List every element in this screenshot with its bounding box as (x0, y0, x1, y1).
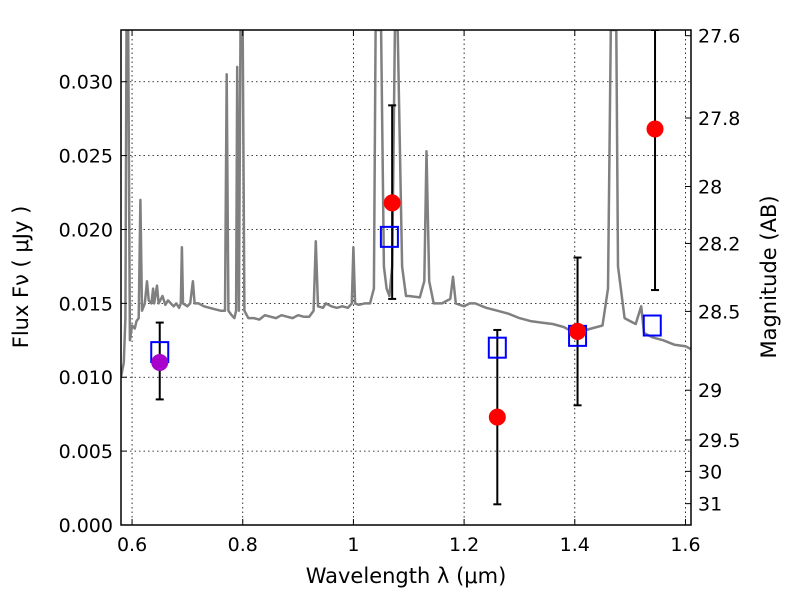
observed-point-2 (569, 322, 587, 340)
grid (121, 30, 691, 526)
y-tick-label-6: 0.030 (59, 72, 113, 94)
model-square-4 (642, 314, 662, 337)
y2-tick-label-6: 29.5 (698, 430, 740, 452)
model-square-2 (487, 336, 507, 359)
spectrum-line (121, 30, 691, 378)
y-tick-label-4: 0.020 (59, 219, 113, 241)
y-axis-label: Flux Fν ( μJy ) (9, 206, 33, 349)
y2-tick-label-4: 28.5 (698, 301, 740, 323)
x-tick-label-4: 1.4 (560, 534, 590, 556)
y2-tick-label-0: 27.6 (698, 26, 740, 48)
observed-point-0 (383, 194, 401, 212)
observed-point-3 (646, 120, 664, 138)
axis-ticks: 0.6 0.8 1 1.2 1.4 1.6 0.000 0.005 0.010 0.015 0.02… (59, 26, 741, 556)
error-bars (155, 30, 660, 506)
y2-tick-label-5: 29 (698, 380, 722, 402)
y2-tick-label-7: 30 (698, 461, 722, 483)
x-tick-label-2: 1 (347, 534, 359, 556)
x-tick-label-5: 1.6 (670, 534, 700, 556)
model-square-1 (379, 225, 399, 248)
y-tick-label-2: 0.010 (59, 367, 113, 389)
y-tick-label-5: 0.025 (59, 146, 113, 168)
x-tick-label-3: 1.2 (449, 534, 479, 556)
observed-photometry-markers (151, 120, 664, 426)
y2-tick-label-8: 31 (698, 494, 722, 516)
x-axis-label: Wavelength λ (μm) (306, 564, 507, 588)
y2-tick-label-3: 28.2 (698, 233, 740, 255)
model-spectrum (121, 30, 691, 378)
observed-point-1 (488, 408, 506, 426)
y2-tick-label-1: 27.8 (698, 108, 740, 130)
x-tick-label-1: 0.8 (228, 534, 258, 556)
y2-tick-label-2: 28 (698, 176, 722, 198)
observed-point-4 (151, 353, 169, 371)
y2-axis-label: Magnitude (AB) (757, 195, 781, 358)
y-tick-label-1: 0.005 (59, 441, 113, 463)
x-tick-label-0: 0.6 (117, 534, 147, 556)
plot-frame (120, 29, 692, 526)
y-tick-label-0: 0.000 (59, 515, 113, 537)
y-tick-label-3: 0.015 (59, 293, 113, 315)
